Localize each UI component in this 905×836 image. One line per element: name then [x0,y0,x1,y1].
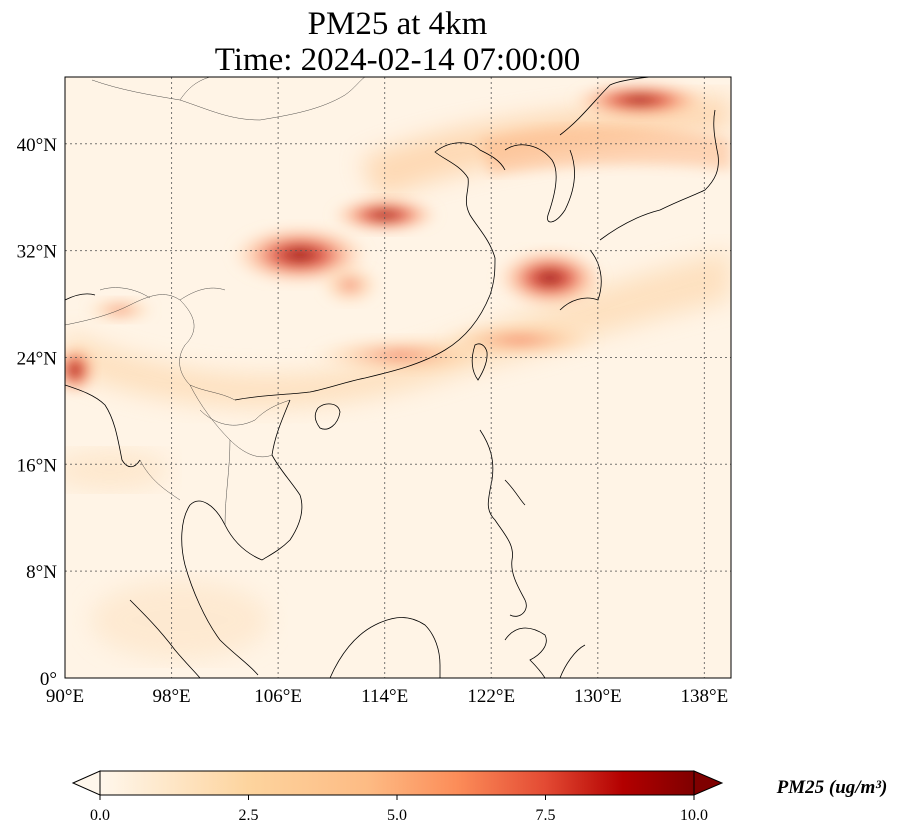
colorbar-tick-label: 5.0 [387,807,407,824]
colorbar-ticks: 0.0 2.5 5.0 7.5 10.0 [90,795,708,824]
pm25-field [65,77,731,678]
country-borders [65,77,366,526]
colorbar-extend-high [693,770,724,796]
map-frame [64,76,732,679]
longitude-axis: 90°E 98°E 106°E 114°E 122°E 130°E 138°E [46,686,728,707]
colorbar-tick-label: 2.5 [239,807,259,824]
colorbar: 0.0 2.5 5.0 7.5 10.0 PM25 (ug/m³) [71,770,888,824]
lat-tick-label: 40°N [17,135,58,156]
colorbar-tick-label: 10.0 [680,807,708,824]
colorbar-bar [99,770,695,796]
map-subtitle-time: Time: 2024-02-14 07:00:00 [214,42,581,78]
coastlines [65,77,719,678]
lon-tick-label: 114°E [361,686,408,707]
lon-tick-label: 130°E [574,686,622,707]
colorbar-label: PM25 (ug/m³) [776,777,888,798]
colorbar-extend-low [71,770,101,796]
lon-tick-label: 106°E [254,686,302,707]
latitude-axis: 0° 8°N 16°N 24°N 32°N 40°N [17,135,58,690]
lon-tick-label: 138°E [681,686,729,707]
lat-tick-label: 8°N [26,562,57,583]
lat-tick-label: 24°N [17,348,58,369]
colorbar-tick-label: 7.5 [536,807,556,824]
lat-tick-label: 0° [40,669,57,690]
lat-tick-label: 32°N [17,242,58,263]
lon-tick-label: 98°E [152,686,190,707]
lat-tick-label: 16°N [17,455,58,476]
map-title: PM25 at 4km [307,6,488,42]
graticule [65,77,731,678]
lon-tick-label: 122°E [467,686,515,707]
lon-tick-label: 90°E [46,686,84,707]
colorbar-tick-label: 0.0 [90,807,110,824]
